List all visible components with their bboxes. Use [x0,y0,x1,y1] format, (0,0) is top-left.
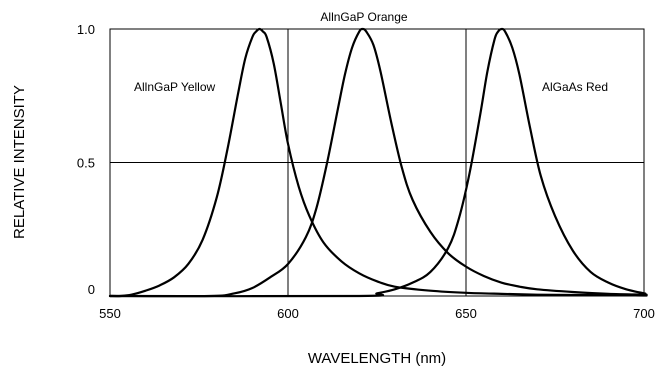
series-line-2 [108,27,647,298]
annotation-allngap-orange: AllnGaP Orange [320,10,407,24]
x-tick-label: 700 [633,306,655,321]
x-axis-label: WAVELENGTH (nm) [308,350,446,367]
x-tick-label: 600 [277,306,299,321]
plot-frame [109,28,645,297]
annotation-algaas-red: AlGaAs Red [542,80,608,94]
x-tick-label: 550 [99,306,121,321]
y-tick-label: 0 [88,282,95,297]
curve-layer [108,27,648,298]
grid-layer [110,29,644,296]
series-line-0 [108,27,648,298]
y-tick-label: 1.0 [77,22,95,37]
y-axis-label: RELATIVE INTENSITY [11,85,28,239]
series-line-1 [108,27,648,298]
tick-layer: 550 600 650 700 0 0.5 1.0 [77,22,655,321]
y-tick-label: 0.5 [77,156,95,171]
x-tick-label: 650 [455,306,477,321]
annotation-allngap-yellow: AllnGaP Yellow [134,80,216,94]
